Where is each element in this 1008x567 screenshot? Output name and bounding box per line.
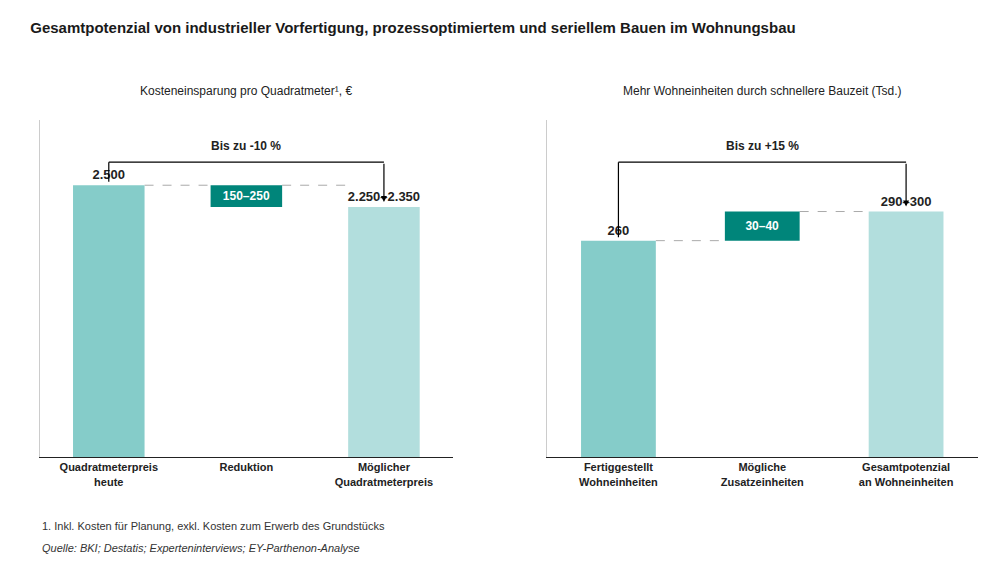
svg-text:Kosteneinsparung pro Quadratme: Kosteneinsparung pro Quadratmeter¹, € [140,84,352,98]
svg-text:150–250: 150–250 [223,189,270,203]
svg-text:FertiggestelltWohneinheiten: FertiggestelltWohneinheiten [579,461,658,487]
svg-text:Gesamtpotenzialan Wohneinheite: Gesamtpotenzialan Wohneinheiten [859,461,954,487]
svg-text:Reduktion: Reduktion [219,461,273,473]
svg-text:30–40: 30–40 [745,219,779,233]
svg-text:2.250–2.350: 2.250–2.350 [348,189,420,204]
svg-text:260: 260 [608,223,630,238]
svg-text:Bis zu -10 %: Bis zu -10 % [211,139,281,153]
svg-text:290–300: 290–300 [881,194,932,209]
svg-text:MöglicheZusatzeinheiten: MöglicheZusatzeinheiten [721,461,804,487]
svg-text:Gesamtpotenzial von industriel: Gesamtpotenzial von industrieller Vorfer… [30,19,795,36]
svg-text:Bis zu +15 %: Bis zu +15 % [726,139,799,153]
svg-text:Mehr Wohneinheiten durch schne: Mehr Wohneinheiten durch schnellere Bauz… [623,84,902,98]
svg-text:1. Inkl. Kosten für Planung, e: 1. Inkl. Kosten für Planung, exkl. Koste… [42,520,385,532]
svg-text:MöglicherQuadratmeterpreis: MöglicherQuadratmeterpreis [335,461,433,487]
svg-text:2.500: 2.500 [93,167,126,182]
svg-text:Quelle: BKI; Destatis; Experte: Quelle: BKI; Destatis; Experteninterview… [42,542,360,554]
svg-text:Quadratmeterpreisheute: Quadratmeterpreisheute [60,461,158,487]
